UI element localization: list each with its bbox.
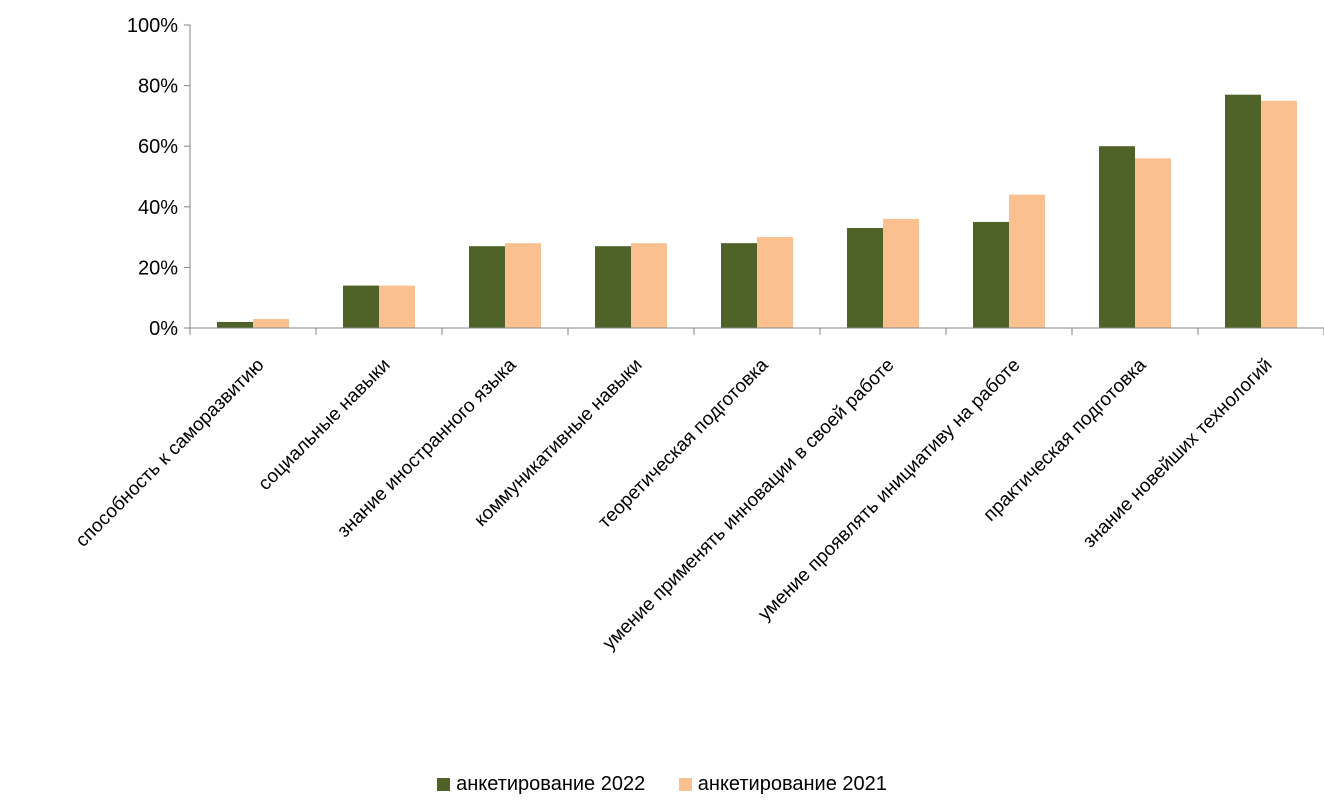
y-axis: 0% 20% 40% 60% 80% 100% xyxy=(127,15,191,340)
x-category-label: умение применять инновации в своей работ… xyxy=(599,355,899,655)
bar-series-2 xyxy=(505,243,541,328)
bar-series-1 xyxy=(217,321,253,328)
bar-series-1 xyxy=(1225,94,1261,328)
y-tick-label: 40% xyxy=(138,197,178,219)
bar-series-2 xyxy=(757,237,793,328)
bar-series-2 xyxy=(1135,158,1171,328)
legend-item-2021: анкетирование 2021 xyxy=(678,773,887,796)
bar-series-2 xyxy=(1261,100,1297,328)
bar-series-1 xyxy=(721,243,757,328)
bar-series-2 xyxy=(883,218,919,328)
y-tick-label: 80% xyxy=(138,76,178,98)
bar-series-2 xyxy=(631,243,667,328)
bar-series-2 xyxy=(379,285,415,328)
y-tick-label: 60% xyxy=(138,136,178,158)
y-tick-label: 0% xyxy=(149,318,178,340)
bars xyxy=(217,94,1297,328)
legend-label-2022: анкетирование 2022 xyxy=(456,773,646,795)
legend: анкетирование 2022 анкетирование 2021 xyxy=(0,773,1324,797)
bar-series-1 xyxy=(847,228,883,328)
bar-series-1 xyxy=(343,285,379,328)
bar-series-1 xyxy=(1099,146,1135,328)
y-tick-label: 20% xyxy=(138,257,178,279)
bar-series-1 xyxy=(973,221,1009,328)
x-category-label: умение проявлять инициативу на работе xyxy=(754,355,1024,625)
legend-label-2021: анкетирование 2021 xyxy=(697,773,887,795)
bar-series-2 xyxy=(253,318,289,328)
bar-series-1 xyxy=(595,246,631,328)
x-category-label: способность к саморазвитию xyxy=(72,355,269,552)
legend-item-2022: анкетирование 2022 xyxy=(437,773,645,796)
legend-swatch-2021 xyxy=(678,778,692,791)
legend-swatch-2022 xyxy=(437,778,451,791)
bar-series-2 xyxy=(1009,194,1045,328)
y-tick-label: 100% xyxy=(127,15,178,37)
x-category-label: социальные навыки xyxy=(254,355,394,495)
bar-chart: 0% 20% 40% 60% 80% 100% способность к самораз… xyxy=(72,15,1324,655)
bar-series-1 xyxy=(469,246,505,328)
